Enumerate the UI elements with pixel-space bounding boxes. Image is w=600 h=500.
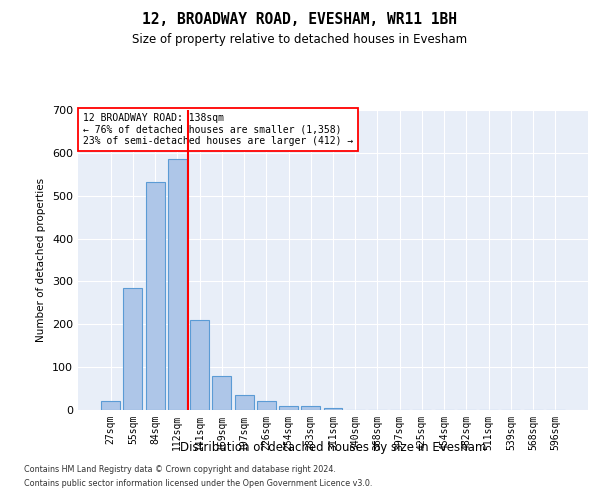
Y-axis label: Number of detached properties: Number of detached properties — [37, 178, 46, 342]
Bar — [257, 400, 276, 410]
Bar — [279, 406, 298, 410]
Bar — [301, 406, 320, 410]
Bar — [101, 400, 120, 410]
Bar — [190, 320, 209, 410]
Bar — [124, 288, 142, 410]
Text: 12, BROADWAY ROAD, EVESHAM, WR11 1BH: 12, BROADWAY ROAD, EVESHAM, WR11 1BH — [143, 12, 458, 28]
Bar — [212, 376, 231, 410]
Text: Contains public sector information licensed under the Open Government Licence v3: Contains public sector information licen… — [24, 479, 373, 488]
Bar — [235, 395, 254, 410]
Text: Distribution of detached houses by size in Evesham: Distribution of detached houses by size … — [180, 441, 486, 454]
Bar — [323, 408, 343, 410]
Text: Contains HM Land Registry data © Crown copyright and database right 2024.: Contains HM Land Registry data © Crown c… — [24, 466, 336, 474]
Text: 12 BROADWAY ROAD: 138sqm
← 76% of detached houses are smaller (1,358)
23% of sem: 12 BROADWAY ROAD: 138sqm ← 76% of detach… — [83, 113, 353, 146]
Bar — [168, 160, 187, 410]
Text: Size of property relative to detached houses in Evesham: Size of property relative to detached ho… — [133, 32, 467, 46]
Bar — [146, 182, 164, 410]
